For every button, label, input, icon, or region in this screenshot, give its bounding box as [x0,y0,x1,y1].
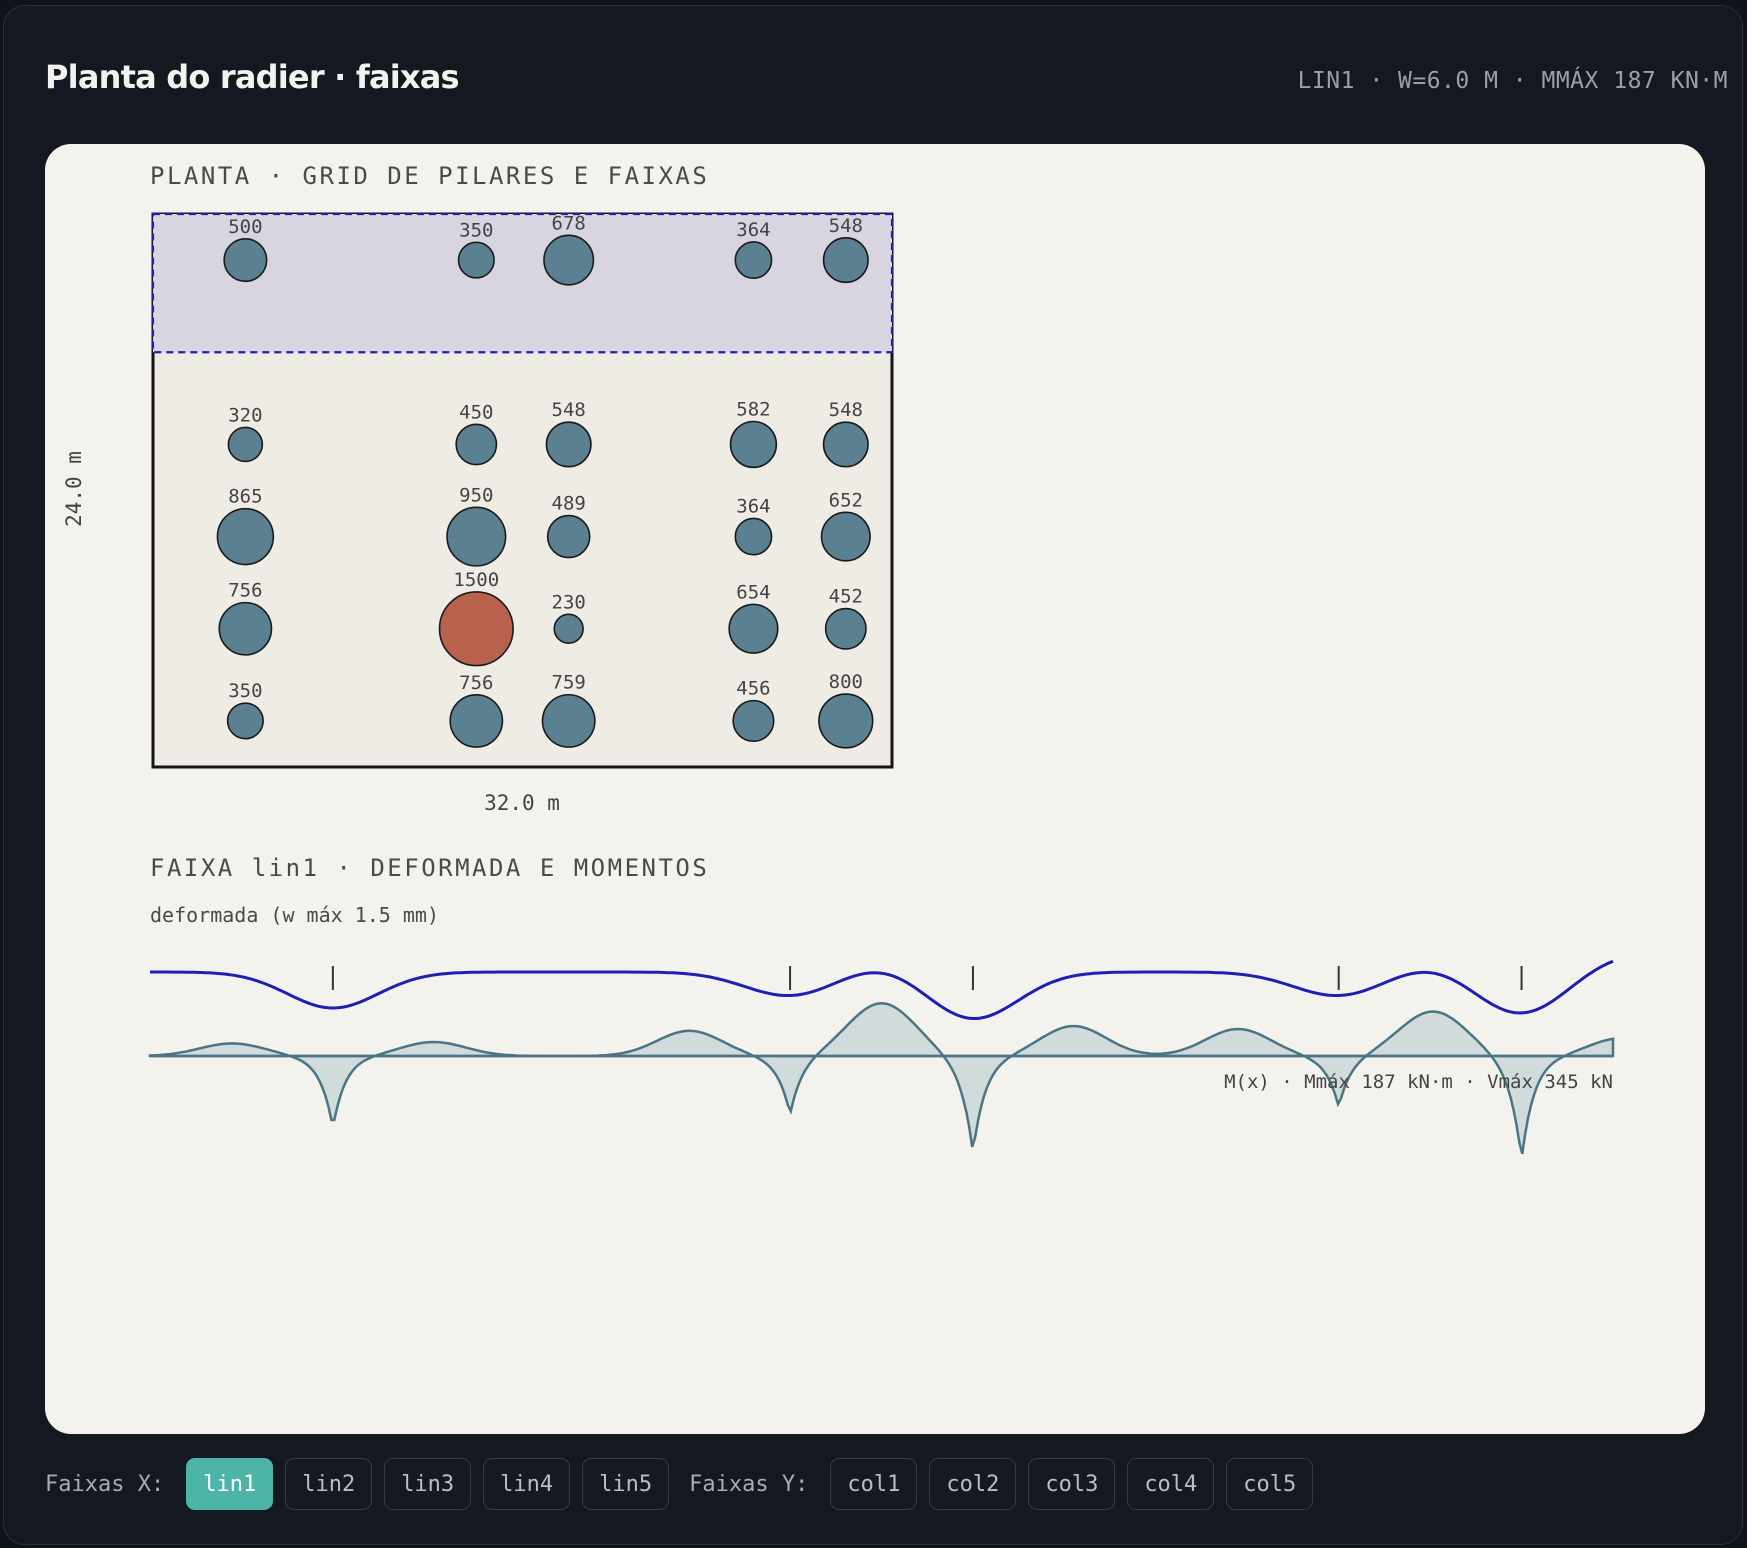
strip-chip-lin4[interactable]: lin4 [483,1458,571,1510]
drawing-canvas: PLANTA · GRID DE PILARES E FAIXAS 500 350… [62,162,1615,1155]
y-strips-label: Faixas Y: [689,1471,809,1497]
column-load-label: 950 [459,484,493,506]
y-strip-chips: col1 col2 col3 col4 col5 [830,1458,1314,1510]
column-load-label: 756 [228,580,262,602]
column-load-label: 654 [736,581,770,603]
column-load-label: 320 [228,404,262,426]
column-load-label: 548 [829,215,863,237]
column-marker[interactable] [818,693,874,749]
strip-section-title: FAIXA lin1 · DEFORMADA E MOMENTOS [150,854,709,882]
column-marker[interactable] [541,693,596,748]
column-marker[interactable] [438,591,514,667]
column-marker[interactable] [728,603,779,654]
strip-chip-lin5[interactable]: lin5 [582,1458,670,1510]
column-marker[interactable] [457,241,495,279]
column-marker[interactable] [820,511,871,562]
strip-chip-lin3[interactable]: lin3 [384,1458,472,1510]
column-marker[interactable] [732,699,775,743]
moment-diagram [148,1002,1615,1155]
strip-chip-col1[interactable]: col1 [830,1458,918,1510]
column-load-label: 489 [552,493,586,515]
plan-height-label: 24.0 m [62,451,86,527]
column-load-label: 652 [829,489,863,511]
strip-chip-lin2[interactable]: lin2 [285,1458,373,1510]
column-load-label: 548 [829,399,863,421]
strip-summary: LIN1 · W=6.0 M · MMÁX 187 KN·M [1297,68,1728,94]
column-load-label: 456 [736,678,770,700]
column-load-label: 678 [552,212,586,234]
column-marker[interactable] [553,613,584,644]
strip-chip-col3[interactable]: col3 [1028,1458,1116,1510]
deformed-shape-line [150,959,1614,1020]
column-load-label: 230 [552,591,586,613]
column-marker[interactable] [824,607,867,650]
column-marker[interactable] [218,601,273,656]
column-marker[interactable] [822,421,869,468]
column-grid: 500 350 678 364 548 320 450 548 582 548 865 950 489 3… [216,212,874,749]
column-load-label: 350 [459,219,493,241]
column-load-label: 452 [829,586,863,608]
page-title: Planta do radier · faixas [45,58,460,96]
column-load-label: 1500 [453,569,499,591]
strip-chip-col4[interactable]: col4 [1127,1458,1215,1510]
column-marker[interactable] [545,421,592,468]
column-load-label: 865 [228,486,262,508]
column-marker[interactable] [226,702,264,740]
active-strip-band[interactable] [151,212,894,354]
column-marker[interactable] [455,423,498,466]
column-marker[interactable] [543,234,595,286]
column-load-label: 364 [736,219,770,241]
strip-chip-col2[interactable]: col2 [929,1458,1017,1510]
moment-caption: M(x) · Mmáx 187 kN·m · Vmáx 345 kN [1224,1071,1613,1093]
deformed-label: deformada (w máx 1.5 mm) [150,903,439,927]
column-load-label: 350 [228,680,262,702]
app-window: Planta do radier · faixas LIN1 · W=6.0 M… [3,5,1743,1545]
column-marker[interactable] [734,241,773,280]
column-load-label: 759 [552,672,586,694]
column-marker[interactable] [449,693,504,748]
column-marker[interactable] [223,238,268,283]
plan-width-label: 32.0 m [484,791,560,815]
column-marker[interactable] [546,514,591,559]
column-load-label: 582 [736,398,770,420]
column-load-label: 800 [829,671,863,693]
strip-chip-lin1[interactable]: lin1 [186,1458,274,1510]
column-load-label: 500 [228,216,262,238]
column-load-label: 756 [459,672,493,694]
column-load-label: 548 [552,399,586,421]
column-marker[interactable] [734,517,773,556]
column-marker[interactable] [446,506,507,567]
column-marker[interactable] [822,237,869,284]
column-load-label: 364 [736,495,770,517]
support-markers [331,966,1523,990]
x-strips-label: Faixas X: [45,1471,165,1497]
drawing-card: PLANTA · GRID DE PILARES E FAIXAS 500 350… [45,144,1705,1434]
strip-selector: Faixas X: lin1 lin2 lin3 lin4 lin5 Faixas Y:… [45,1457,1314,1511]
strip-chip-col5[interactable]: col5 [1226,1458,1314,1510]
column-marker[interactable] [227,426,264,463]
column-load-label: 450 [459,401,493,423]
column-marker[interactable] [216,507,275,566]
column-marker[interactable] [729,420,778,469]
x-strip-chips: lin1 lin2 lin3 lin4 lin5 [186,1458,670,1510]
plan-section-title: PLANTA · GRID DE PILARES E FAIXAS [150,162,709,190]
